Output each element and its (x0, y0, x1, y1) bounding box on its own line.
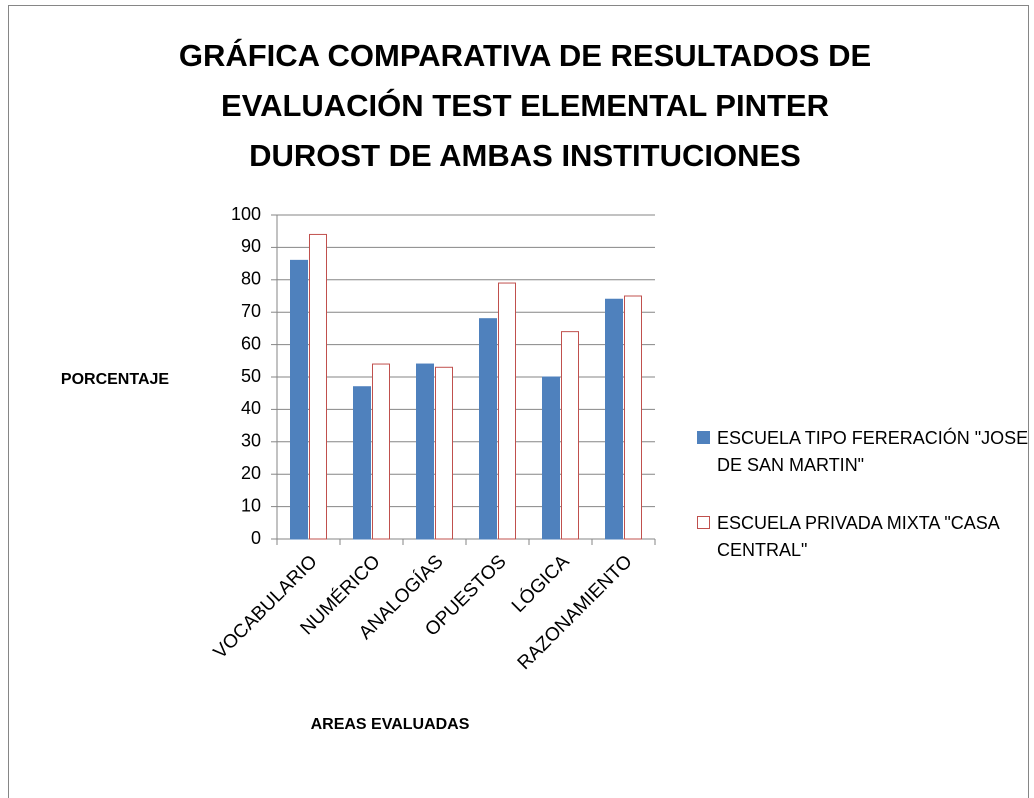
bar (309, 233, 327, 540)
y-tick-label: 70 (241, 301, 261, 321)
legend-swatch (697, 516, 710, 529)
bar (605, 298, 623, 540)
bar (290, 259, 308, 540)
y-tick-label: 40 (241, 398, 261, 418)
bar (372, 363, 390, 540)
chart-title: EVALUACIÓN TEST ELEMENTAL PINTER (221, 87, 829, 123)
chart-frame (8, 5, 1029, 798)
y-tick-label: 10 (241, 495, 261, 515)
y-tick-label: 90 (241, 236, 261, 256)
y-tick-label: 100 (231, 204, 261, 224)
bar (624, 295, 642, 540)
bar (479, 318, 497, 540)
x-axis-label: AREAS EVALUADAS (311, 716, 470, 733)
y-axis-label: PORCENTAJE (61, 371, 169, 388)
legend-label: ESCUELA TIPO FERERACIÓN "JOSE DE SAN MAR… (717, 428, 1029, 475)
bar (353, 386, 371, 540)
y-tick-label: 50 (241, 366, 261, 386)
legend-label: ESCUELA PRIVADA MIXTA "CASA CENTRAL" (717, 513, 999, 560)
y-tick-label: 80 (241, 269, 261, 289)
y-tick-label: 20 (241, 463, 261, 483)
bar (435, 366, 453, 540)
bar (498, 282, 516, 540)
bar (416, 363, 434, 540)
y-tick-label: 0 (251, 528, 261, 548)
y-tick-label: 60 (241, 333, 261, 353)
bar (561, 331, 579, 540)
legend-swatch (697, 431, 710, 444)
chart-title: DUROST DE AMBAS INSTITUCIONES (249, 138, 801, 173)
y-tick-label: 30 (241, 431, 261, 451)
bar (542, 376, 560, 540)
chart-title: GRÁFICA COMPARATIVA DE RESULTADOS DE (179, 38, 871, 73)
